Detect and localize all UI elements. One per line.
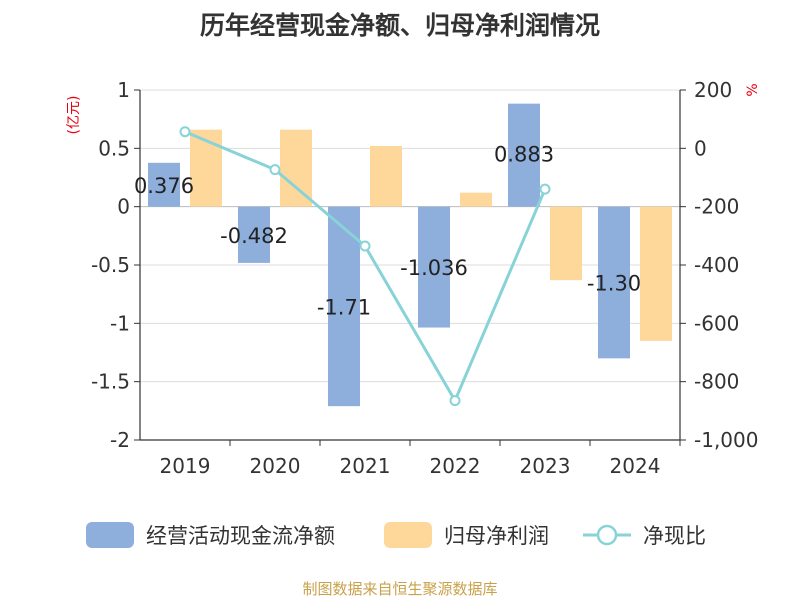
right-tick-label: -600 [694, 311, 739, 335]
point-ratio [269, 164, 281, 176]
data-label-cashflow: 0.376 [134, 174, 194, 198]
right-axis-unit: % [745, 83, 761, 96]
left-tick-label: 1 [117, 78, 130, 102]
bar-cashflow [418, 206, 450, 328]
axis-layer: 1 0.5 0 -0.5 -1 -1.5 -2 200 0 -200 -400 -600 -800 -1,… [91, 78, 759, 478]
bar-cashflow [148, 162, 180, 207]
bar-layer [148, 103, 672, 407]
bar-cashflow [598, 206, 630, 359]
legend-item-ratio[interactable]: 净现比 [583, 524, 706, 548]
data-label-cashflow: -0.482 [220, 224, 288, 248]
left-tick-label: 0.5 [98, 136, 130, 160]
left-tick-label: -1 [110, 311, 130, 335]
right-tick-label: -400 [694, 253, 739, 277]
right-tick-label: -200 [694, 195, 739, 219]
left-tick-label: 0 [117, 195, 130, 219]
bar-cashflow [508, 103, 540, 207]
legend-swatch-netprofit [384, 522, 432, 548]
x-tick-label: 2023 [520, 454, 571, 478]
x-tick-label: 2021 [340, 454, 391, 478]
x-tick-label: 2022 [430, 454, 481, 478]
data-label-cashflow: -1.036 [400, 256, 468, 280]
line-layer [179, 126, 551, 407]
legend-label-netprofit: 归母净利润 [444, 524, 549, 548]
bar-cashflow [238, 206, 270, 263]
legend-marker-ratio [596, 524, 618, 546]
bar-netprofit [640, 206, 672, 341]
point-ratio [359, 240, 371, 252]
bar-netprofit [550, 206, 582, 281]
point-ratio [539, 183, 551, 195]
source-note: 制图数据来自恒生聚源数据库 [302, 580, 497, 598]
bar-netprofit [460, 192, 492, 207]
bar-cashflow [328, 206, 360, 407]
right-tick-label: -1,000 [694, 428, 758, 452]
line-ratio [184, 130, 547, 403]
bar-netprofit [190, 129, 222, 207]
legend-swatch-cashflow [86, 522, 134, 548]
left-tick-label: -1.5 [91, 370, 130, 394]
left-tick-label: -0.5 [91, 253, 130, 277]
left-axis-unit: (亿元) [66, 96, 82, 135]
data-label-cashflow: 0.883 [494, 143, 554, 167]
right-tick-label: -800 [694, 370, 739, 394]
legend: 经营活动现金流净额 归母净利润 净现比 [86, 522, 706, 548]
legend-label-ratio: 净现比 [643, 524, 706, 548]
point-ratio [179, 126, 191, 138]
legend-label-cashflow: 经营活动现金流净额 [146, 524, 335, 548]
right-tick-label: 200 [694, 78, 732, 102]
x-tick-label: 2020 [250, 454, 301, 478]
bar-netprofit [370, 146, 402, 207]
chart-title: 历年经营现金净额、归母净利润情况 [200, 11, 600, 40]
right-tick-label: 0 [694, 136, 707, 160]
left-tick-label: -2 [110, 428, 130, 452]
legend-item-cashflow[interactable]: 经营活动现金流净额 [86, 522, 335, 548]
legend-item-netprofit[interactable]: 归母净利润 [384, 522, 549, 548]
label-layer: 0.376 -0.482 -1.71 -1.036 0.883 -1.30 [134, 143, 641, 320]
point-ratio [449, 395, 461, 407]
bar-netprofit [280, 129, 312, 207]
data-label-cashflow: -1.30 [587, 272, 641, 296]
x-tick-label: 2019 [160, 454, 211, 478]
x-tick-label: 2024 [610, 454, 661, 478]
data-label-cashflow: -1.71 [317, 295, 371, 319]
